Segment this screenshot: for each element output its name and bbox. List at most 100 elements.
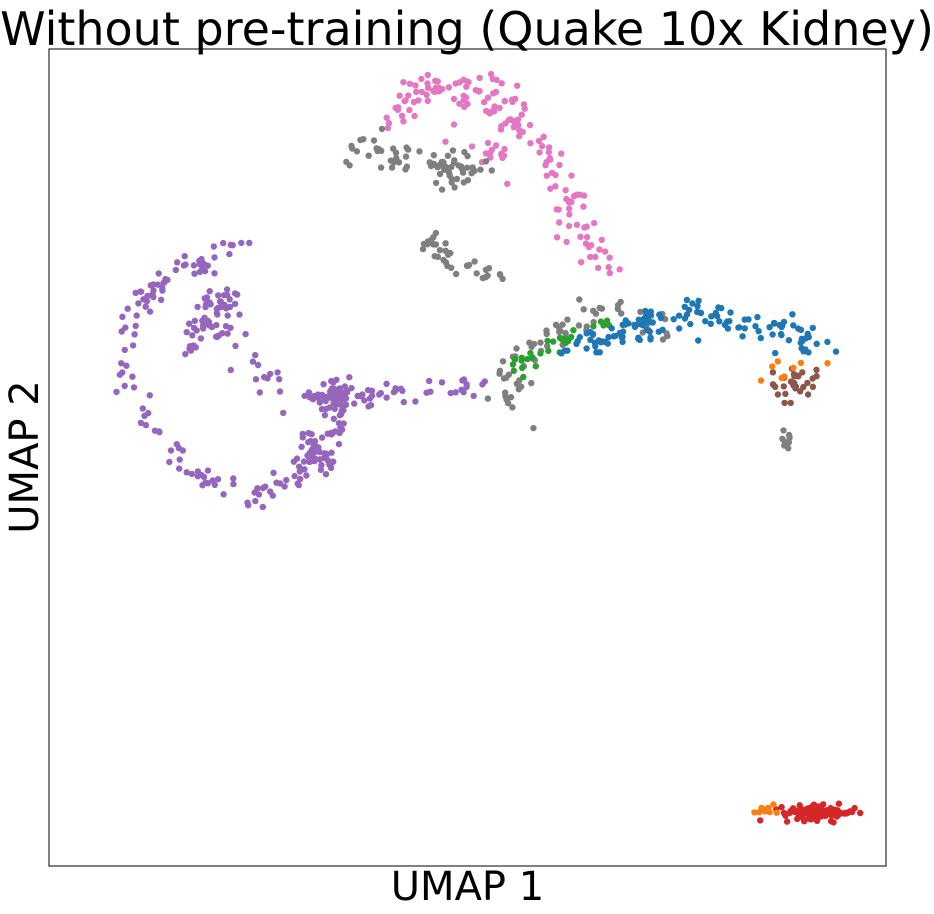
scatter-point xyxy=(536,149,543,156)
scatter-point xyxy=(619,338,626,346)
scatter-point xyxy=(530,424,537,432)
scatter-point xyxy=(246,239,253,247)
scatter-point xyxy=(124,305,131,312)
scatter-point xyxy=(361,397,368,404)
scatter-point xyxy=(818,811,826,818)
scatter-point xyxy=(132,322,139,330)
scatter-point xyxy=(328,449,335,456)
scatter-point xyxy=(482,158,490,165)
scatter-point xyxy=(430,152,437,159)
scatter-point xyxy=(210,243,217,250)
scatter-point xyxy=(400,118,407,125)
scatter-point xyxy=(365,403,372,410)
scatter-point xyxy=(687,320,694,328)
scatter-point xyxy=(754,313,761,321)
scatter-point xyxy=(204,480,212,487)
scatter-point xyxy=(191,270,198,277)
scatter-point xyxy=(587,336,594,343)
scatter-point xyxy=(587,253,594,261)
scatter-point xyxy=(582,240,590,247)
scatter-point xyxy=(566,205,573,212)
scatter-point xyxy=(501,145,508,153)
scatter-point xyxy=(774,358,781,365)
scatter-point xyxy=(256,389,263,396)
scatter-point xyxy=(796,802,803,809)
scatter-point xyxy=(590,219,598,227)
scatter-point xyxy=(475,88,482,95)
scatter-point xyxy=(377,164,385,171)
scatter-point xyxy=(509,98,516,106)
scatter-point xyxy=(741,325,748,332)
scatter-point xyxy=(514,82,521,89)
scatter-point xyxy=(213,305,220,313)
scatter-point xyxy=(360,136,367,143)
scatter-point xyxy=(813,373,820,380)
scatter-point xyxy=(540,133,547,140)
scatter-point xyxy=(804,391,812,398)
scatter-point xyxy=(306,458,313,465)
scatter-point xyxy=(844,809,851,816)
scatter-point xyxy=(606,254,613,261)
scatter-point xyxy=(378,125,386,133)
scatter-point xyxy=(252,376,260,383)
scatter-point xyxy=(813,340,820,347)
scatter-point xyxy=(797,359,805,367)
scatter-point xyxy=(617,298,624,306)
scatter-point xyxy=(318,461,325,469)
scatter-point xyxy=(137,419,145,427)
scatter-point xyxy=(593,349,600,356)
scatter-point xyxy=(307,438,314,445)
scatter-point xyxy=(544,337,551,345)
scatter-point xyxy=(614,305,621,313)
scatter-point xyxy=(338,426,346,433)
scatter-point xyxy=(583,330,590,337)
scatter-point xyxy=(259,503,266,511)
scatter-point xyxy=(488,167,495,174)
scatter-point xyxy=(485,265,493,272)
scatter-point xyxy=(559,321,566,328)
scatter-point xyxy=(565,337,572,345)
scatter-point xyxy=(192,344,199,351)
scatter-point xyxy=(444,152,452,159)
scatter-point xyxy=(756,809,763,816)
scatter-point xyxy=(403,163,411,170)
scatter-point xyxy=(676,325,683,332)
scatter-point xyxy=(532,363,539,370)
scatter-point xyxy=(402,97,409,104)
scatter-point xyxy=(460,179,467,186)
scatter-point xyxy=(603,317,611,324)
scatter-point xyxy=(393,155,400,162)
scatter-point xyxy=(159,287,166,294)
scatter-point xyxy=(484,94,492,101)
scatter-point xyxy=(552,183,559,190)
scatter-point xyxy=(487,70,495,78)
scatter-point xyxy=(528,379,535,387)
scatter-point xyxy=(631,321,638,328)
scatter-point xyxy=(639,322,646,329)
scatter-point xyxy=(157,296,165,303)
scatter-point xyxy=(515,386,522,393)
scatter-point xyxy=(512,122,519,129)
scatter-point xyxy=(236,311,243,318)
scatter-point xyxy=(188,470,196,478)
scatter-point xyxy=(398,112,406,120)
scatter-point xyxy=(343,387,351,395)
scatter-point xyxy=(561,347,568,354)
scatter-point xyxy=(805,815,812,822)
scatter-point xyxy=(374,147,381,155)
scatter-point xyxy=(583,233,591,241)
scatter-point xyxy=(509,361,517,368)
scatter-point xyxy=(830,819,837,826)
scatter-point xyxy=(183,469,190,476)
scatter-point xyxy=(780,809,788,817)
scatter-point xyxy=(489,75,496,83)
scatter-point xyxy=(537,350,544,357)
scatter-point xyxy=(143,298,151,305)
scatter-point xyxy=(464,78,471,85)
scatter-point xyxy=(580,203,587,210)
scatter-point xyxy=(496,104,503,112)
scatter-point xyxy=(213,321,220,329)
scatter-point xyxy=(339,393,346,400)
scatter-point xyxy=(545,149,552,156)
scatter-point xyxy=(419,245,427,253)
